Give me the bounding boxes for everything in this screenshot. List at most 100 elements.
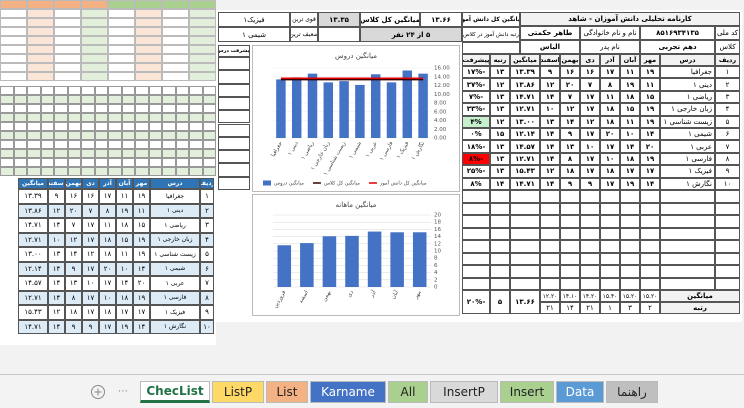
sheet-cell: ۱۹ [133,247,150,262]
sheet-cell: ۱۰ [200,319,214,334]
row-number: ۱ [715,66,740,79]
sheet-cell [27,149,41,158]
y-tick-label: 8.00 [434,101,447,107]
subject: زبان خارجی ۱ [660,103,715,116]
month-average: ۱۴.۲۰ [580,290,600,302]
x-tick-label: فارسی ۱ [379,140,395,161]
progress: ۰% [462,128,490,141]
sheet-cell [0,158,14,167]
sheet-cell [40,104,54,113]
sheet-tab[interactable]: Insert [500,381,554,403]
empty-cell [620,277,640,290]
label: میانگین کل دانش آموز [462,12,520,27]
sheet-cell [135,54,162,63]
sheet-cell: ۱۹ [116,203,133,218]
sheet-cell [135,113,149,122]
sheet-cell [67,167,81,176]
add-sheet-button[interactable] [90,384,106,400]
grade: ۱۳ [540,115,560,128]
month-rank: ۱۴ [560,302,580,314]
sheet-tab[interactable]: راهنما [606,381,658,403]
tab-scroll-dots[interactable]: ⋯ [118,386,128,397]
empty-cell [640,277,660,290]
sheet-cell: ۷ [65,218,82,233]
sheet-cell [40,131,54,140]
sheet-cell [13,86,27,95]
bar [367,231,382,287]
sheet-cell [81,149,95,158]
empty-cell [540,227,560,240]
sheet-cell [108,54,135,63]
month-average: ۱۵.۴۰ [600,290,620,302]
sheet-cell [162,95,176,104]
value: ۵ از ۲۴ نفر [360,27,462,42]
table-header: اسفند [540,54,560,66]
progress: -۸% [462,152,490,166]
empty-cell [660,202,715,215]
grade: ۱۲ [580,115,600,128]
empty-cell [490,190,510,203]
grade: ۱۴ [540,128,560,141]
sheet-cell [135,0,162,9]
rank: ۱۳ [490,152,510,166]
sheet-tab[interactable]: List [266,381,308,403]
sheet-header: دی [82,178,99,189]
value: ۱۳.۶۶ [420,12,462,27]
sheet-cell: ۱۴ [65,247,82,262]
average: ۱۲.۱۴ [510,128,540,141]
y-tick-label: 12.00 [434,83,450,89]
sheet-cell [94,131,108,140]
sheet-cell: ۱۷ [99,276,116,291]
empty-cell [462,215,490,228]
empty-cell [660,277,715,290]
sheet-cell: فارسی ۱ [150,290,200,305]
sheet-cell [108,113,122,122]
sheet-cell [81,167,95,176]
grade: ۱۲ [540,165,560,178]
sheet-cell [0,122,14,131]
sheet-tab[interactable]: InsertP [430,381,498,403]
empty-cell [560,215,580,228]
sheet-cell [108,45,135,54]
sheet-cell: ۱۹ [133,189,150,204]
sheet-cell [13,167,27,176]
sheet-cell: ۱۴ [48,290,65,305]
sheet-cell [13,158,27,167]
empty-cell [600,202,620,215]
sheet-cell: ۸ [65,290,82,305]
sheet-tab[interactable]: Data [556,381,604,403]
sheet-cell [0,131,14,140]
sparkline-cell [218,123,250,137]
sheet-cell: ۱۴ [48,261,65,276]
sheet-cell [40,140,54,149]
x-tick-label: دینی ۱ [287,140,300,156]
x-tick-label: عربی ۱ [365,141,379,159]
sheet-cell [135,131,149,140]
sheet-cell: ۱۲ [82,247,99,262]
label: کلاس [715,40,740,54]
sheet-cell [121,149,135,158]
sheet-tab[interactable]: ListP [212,381,264,403]
sheet-cell [108,149,122,158]
sparkline-cell [218,57,250,71]
sheet-tab[interactable]: ChecList [140,381,210,403]
sheet-cell [135,63,162,72]
empty-cell [660,240,715,253]
table-header: میانگین [510,54,540,66]
empty-cell [660,265,715,278]
sheet-cell: ۱۰ [82,276,99,291]
progress: ۴% [462,115,490,128]
sheet-cell [189,149,203,158]
sheet-cell [189,167,203,176]
sheet-cell [81,158,95,167]
sheet-tab[interactable]: Karname [310,381,386,403]
bar [322,236,337,287]
x-tick-label: نگارش ۱ [410,140,426,162]
sheet-cell [162,0,189,9]
grade: ۱۸ [600,115,620,128]
empty-cell [560,277,580,290]
sheet-tab[interactable]: All [388,381,428,403]
y-tick-label: 0 [434,285,438,291]
sheet-cell: فیزیک ۱ [150,305,200,320]
sheet-cell [40,95,54,104]
